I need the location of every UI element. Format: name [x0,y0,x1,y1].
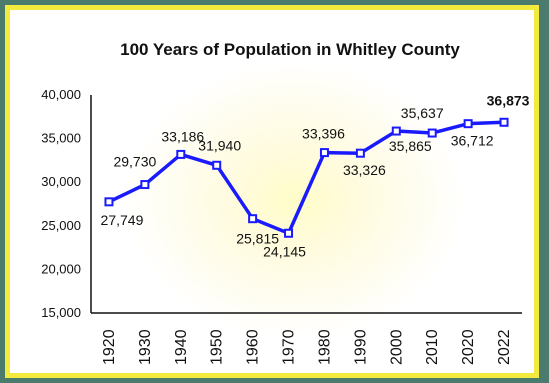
x-tick-label: 1960 [245,329,262,365]
data-point-marker [140,180,150,190]
x-tick-label: 1990 [352,329,369,365]
x-tick-label: 1970 [281,329,298,365]
y-tick-label: 15,000 [41,305,81,320]
data-point-marker [176,149,186,159]
x-tick-label: 2000 [388,329,405,365]
x-tick-label: 1930 [137,329,154,365]
data-point-marker [391,126,401,136]
data-point-marker [355,148,365,158]
series-population [104,117,509,238]
data-point-marker [427,128,437,138]
y-tick-label: 20,000 [41,261,81,276]
data-point-marker [248,214,258,224]
data-point-marker [212,160,222,170]
x-tick-label: 1980 [316,329,333,365]
x-tick-label: 1950 [209,329,226,365]
data-label: 27,749 [101,212,144,228]
y-tick-label: 35,000 [41,131,81,146]
data-label: 36,873 [487,92,530,108]
axes [90,95,522,314]
y-tick-label: 40,000 [41,87,81,102]
x-tick-label: 2022 [496,329,513,365]
data-label: 35,865 [389,138,432,154]
data-label: 24,145 [263,243,306,259]
data-label: 36,712 [451,133,494,149]
chart-title: 100 Years of Population in Whitley Count… [120,40,460,59]
data-point-marker [284,228,294,238]
data-label: 31,940 [198,137,241,153]
x-tick-label: 2020 [460,329,477,365]
x-tick-label: 1920 [101,329,118,365]
data-label: 29,730 [113,154,156,170]
data-point-marker [104,197,114,207]
data-point-marker [319,148,329,158]
series-line [108,120,505,236]
data-label: 25,815 [236,231,279,247]
data-label: 33,396 [302,126,345,142]
data-label: 33,326 [343,162,386,178]
x-tick-label: 1940 [173,329,190,365]
y-tick-label: 30,000 [41,174,81,189]
x-axis-ticks: 1920 1930 1940 1950 1960 1970 1980 1990 2000 2010… [101,329,513,365]
data-point-marker [499,117,509,127]
data-label: 35,637 [401,105,444,121]
y-axis-ticks: 15,000 20,000 25,000 30,000 35,000 40,000 [41,87,81,320]
x-tick-label: 2010 [424,329,441,365]
data-label: 33,186 [161,128,204,144]
chart-panel [5,5,539,378]
data-point-marker [463,119,473,129]
y-tick-label: 25,000 [41,218,81,233]
